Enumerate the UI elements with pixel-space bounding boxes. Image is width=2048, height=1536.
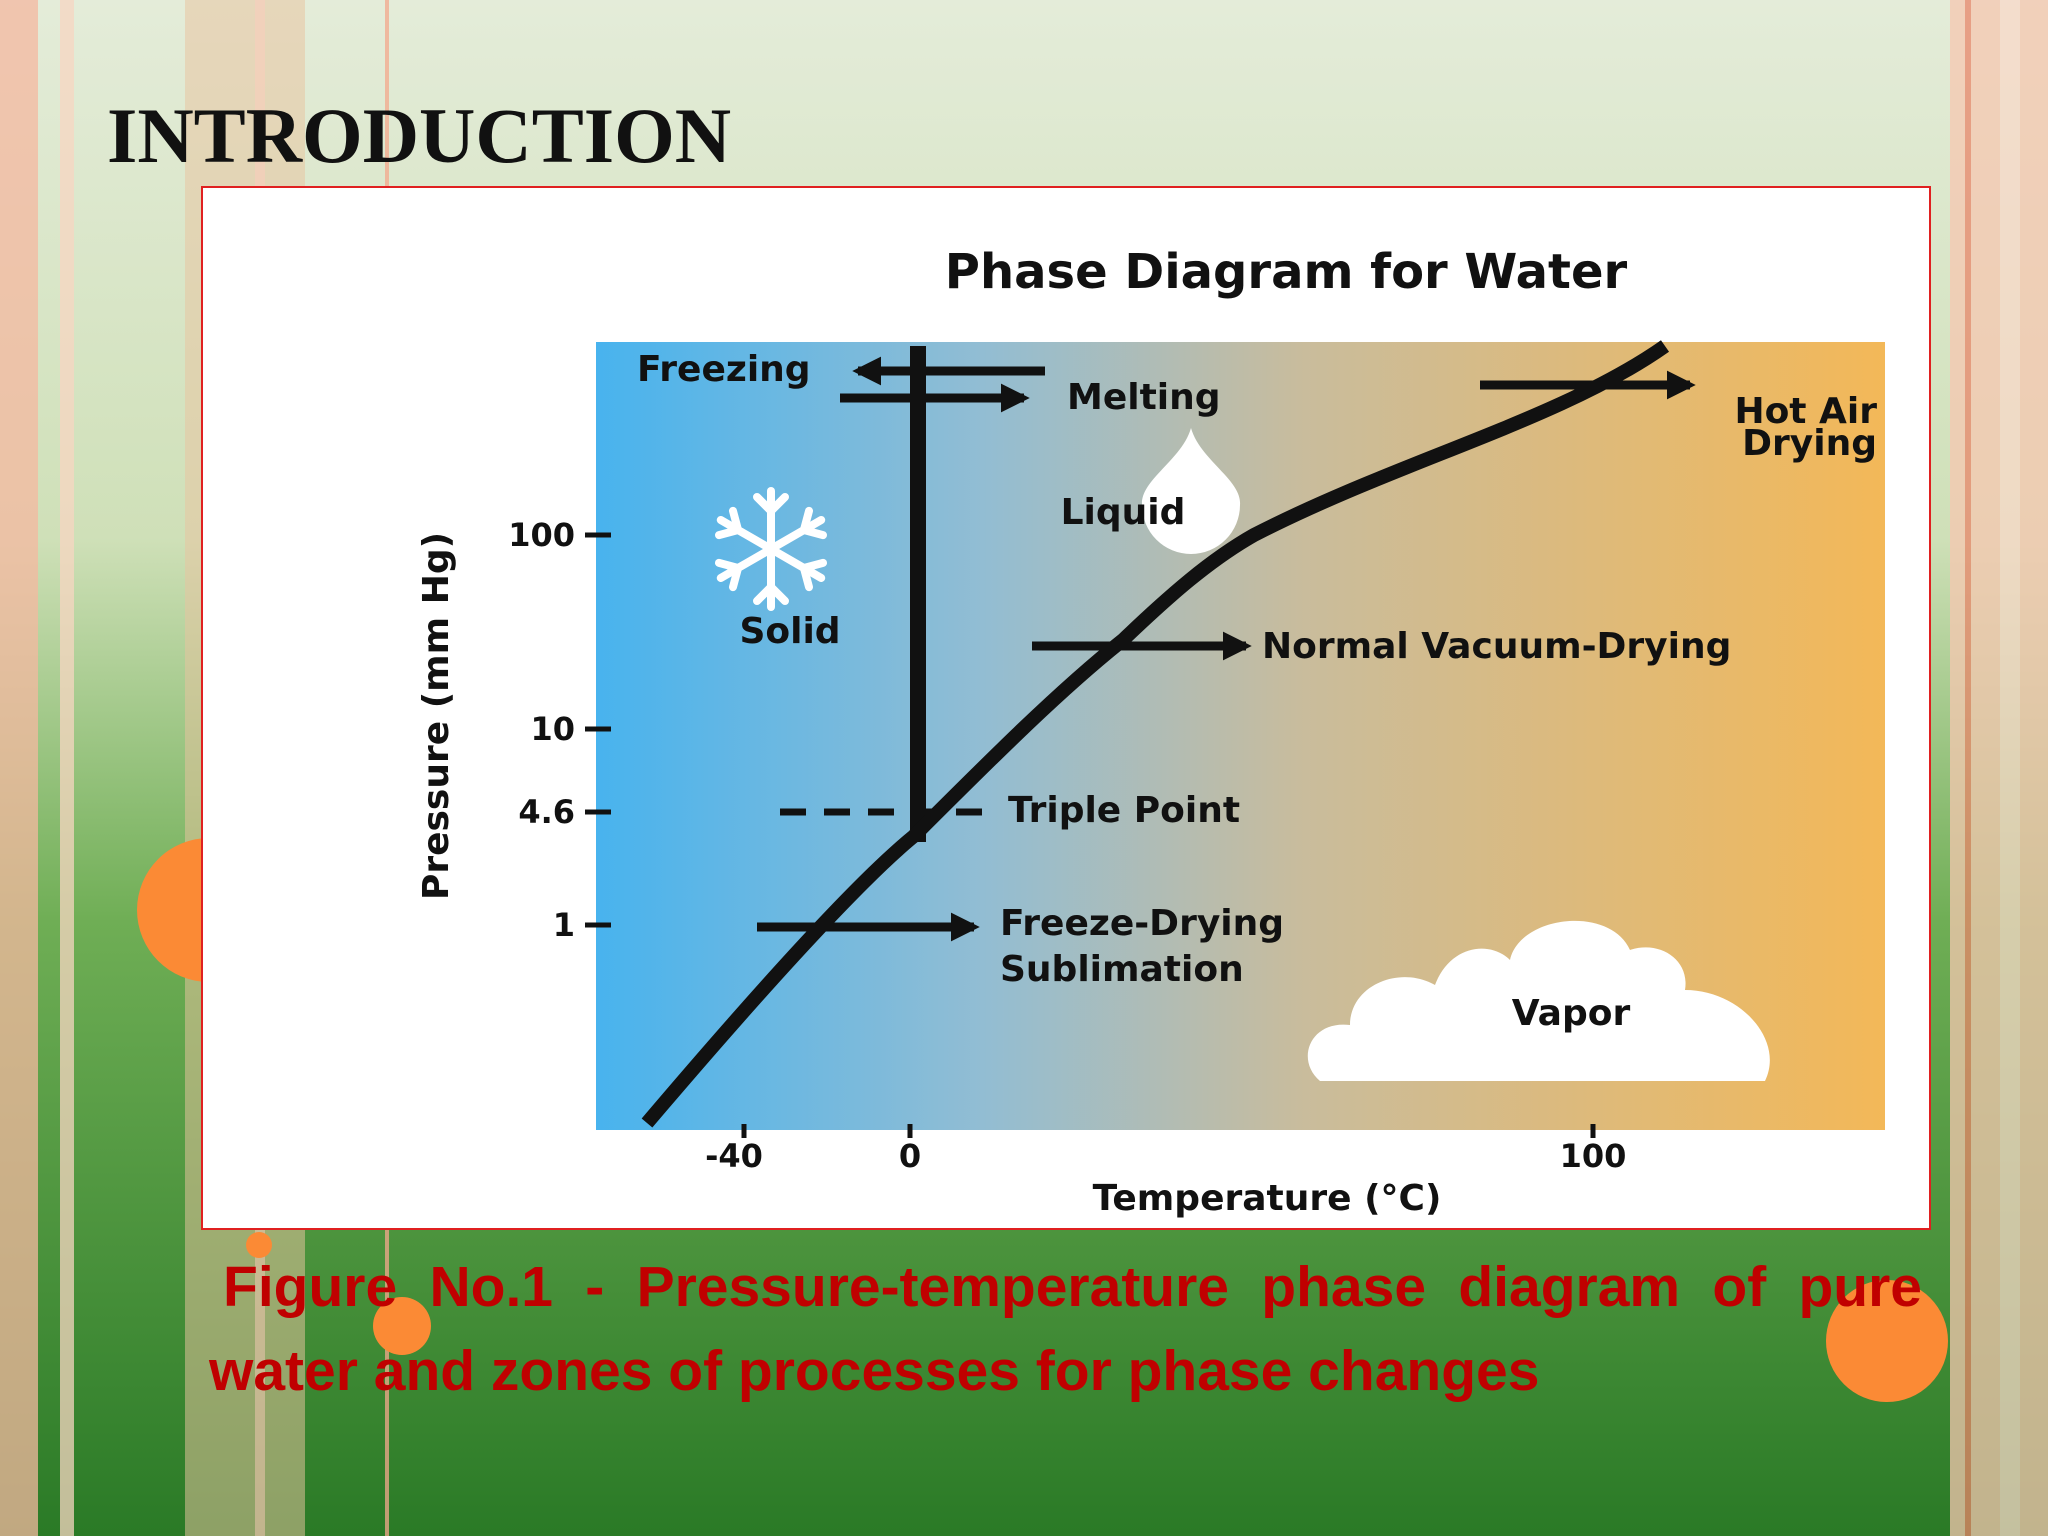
figure-caption: Figure No.1 - Pressure-temperature phase… [209,1255,1922,1403]
process-arrows [757,356,1696,942]
process-label: Triple Point [1008,790,1240,831]
slide-title: INTRODUCTION [107,92,731,179]
x-tick-label: 0 [899,1137,921,1175]
y-tick-label: 1 [553,906,575,944]
process-label: Normal Vacuum-Drying [1262,626,1731,667]
x-tick-labels: -40 0 100 [705,1137,1626,1175]
y-tick-label: 4.6 [518,793,575,831]
diagram-labels: Solid Liquid Vapor Freezing Melting Hot … [637,349,1877,1034]
process-label: Freeze-Drying [1000,903,1284,944]
figure-title: Phase Diagram for Water [945,244,1628,300]
vapor-pressure-curve [641,340,1670,1128]
y-tick-labels: 100 10 4.6 1 [508,516,575,944]
process-label: Drying [1742,423,1877,464]
drop-icon [1141,428,1241,554]
region-label: Liquid [1061,492,1186,533]
process-label: Sublimation [1000,949,1244,990]
region-label: Solid [739,611,840,652]
region-label: Vapor [1512,993,1631,1034]
x-tick-label: -40 [705,1137,763,1175]
snowflake-icon [714,487,828,607]
axis-ticks [585,532,1596,1138]
cloud-icon [1307,920,1770,1081]
process-label: Hot Air [1734,391,1877,432]
y-tick-label: 10 [530,710,575,748]
x-axis-label: Temperature (°C) [1093,1178,1442,1219]
process-label: Melting [1067,377,1221,418]
y-axis-label: Pressure (mm Hg) [416,532,457,900]
y-tick-label: 100 [508,516,575,554]
process-label: Freezing [637,349,811,390]
x-tick-label: 100 [1560,1137,1627,1175]
